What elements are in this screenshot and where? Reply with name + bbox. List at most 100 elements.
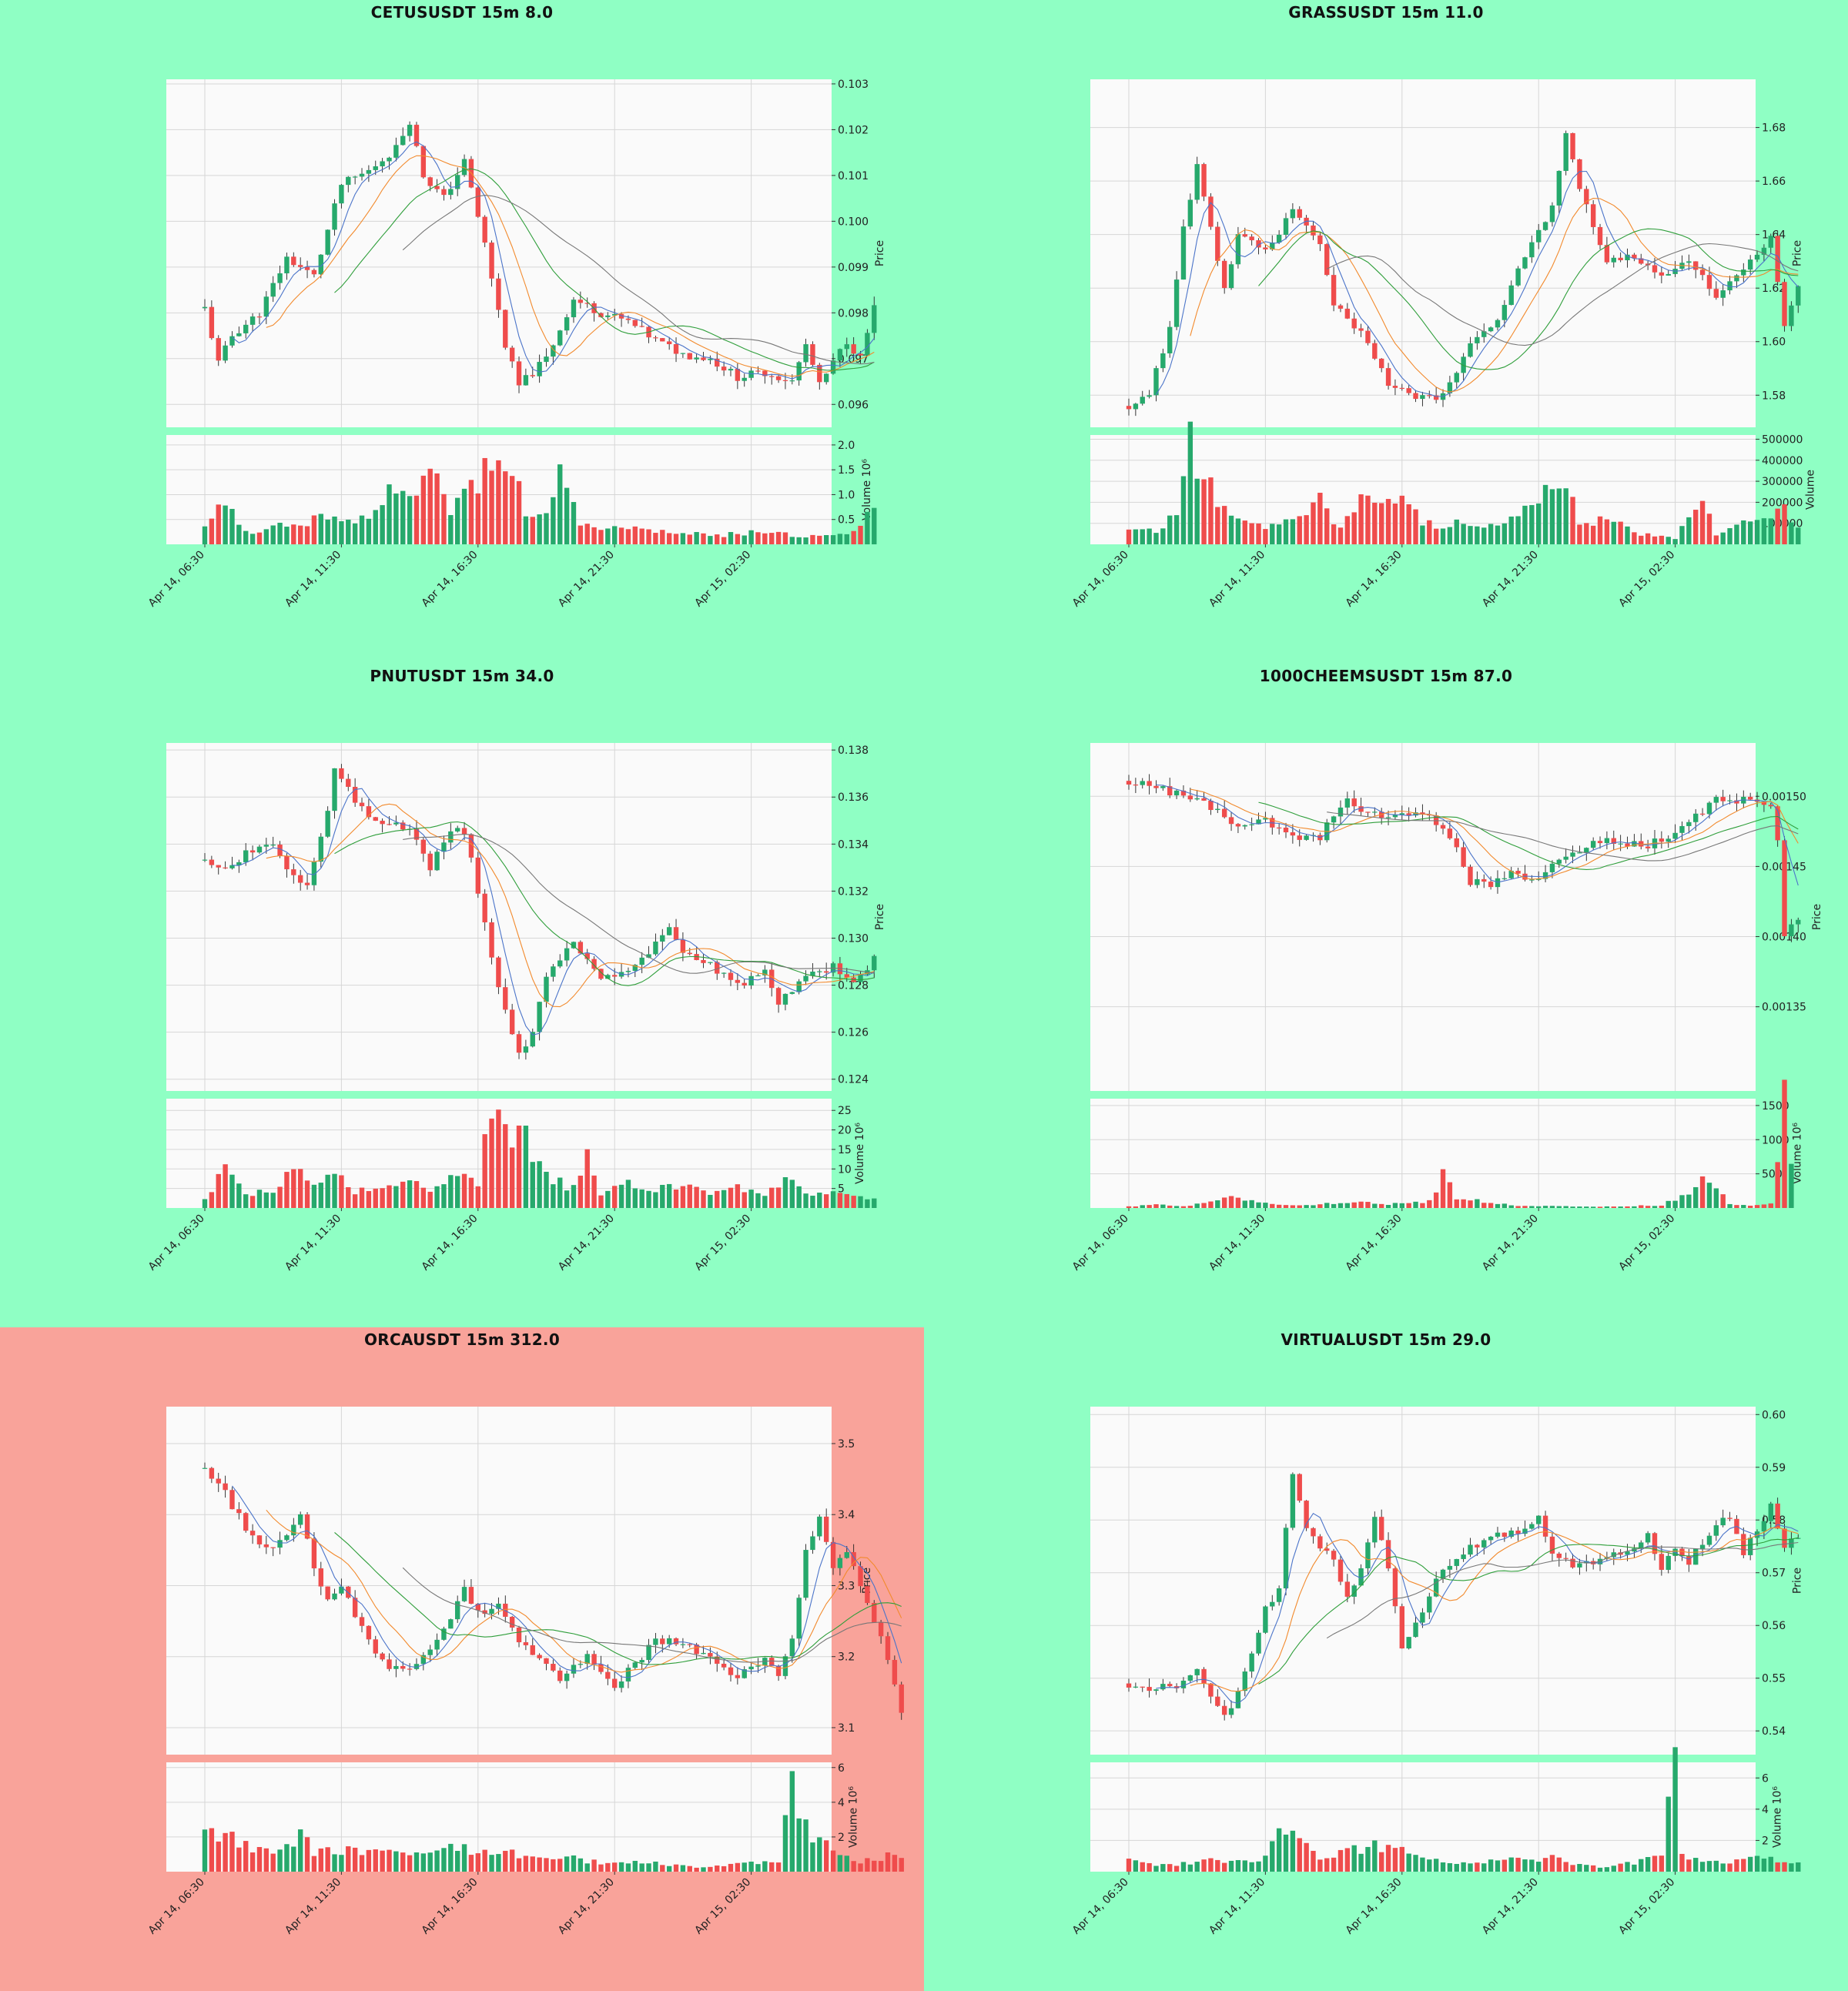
volume-bar: [872, 1198, 877, 1208]
candle-body: [605, 315, 611, 317]
volume-bar: [496, 1854, 501, 1872]
volume-bar: [380, 1850, 385, 1872]
y-tick-label: 3.2: [838, 1651, 855, 1664]
candle-body: [1782, 840, 1787, 937]
candle-body: [448, 1619, 454, 1629]
candle-body: [1761, 1521, 1767, 1532]
candle-body: [256, 846, 263, 853]
x-tick-label: Apr 14, 06:30: [146, 1876, 207, 1937]
candle-body: [1618, 843, 1623, 845]
candle-body: [1727, 800, 1732, 801]
y-tick-label: 0.59: [1762, 1462, 1786, 1474]
volume-bar: [1147, 1205, 1152, 1208]
volume-bar: [1639, 535, 1644, 544]
candle-body: [872, 305, 877, 333]
candle-body: [708, 962, 713, 963]
candle-body: [1304, 217, 1309, 226]
volume-bar: [1679, 1195, 1685, 1208]
y-tick-label: 0.102: [838, 124, 869, 136]
volume-bar: [1686, 517, 1692, 544]
volume-bar: [1276, 524, 1282, 544]
volume-bar: [1747, 1856, 1753, 1872]
volume-bar: [1522, 1859, 1528, 1872]
volume-bar: [1385, 1845, 1391, 1872]
candle-body: [1331, 275, 1337, 306]
x-tick-label: Apr 14, 11:30: [1207, 549, 1267, 610]
candle-body: [1699, 813, 1706, 815]
volume-bar: [817, 535, 822, 544]
candle-body: [249, 316, 256, 325]
x-tick-label: Apr 14, 06:30: [146, 549, 207, 610]
ma-long-line: [402, 1567, 902, 1663]
volume-bar: [1632, 1864, 1637, 1872]
candle-body: [810, 971, 815, 976]
candle-body: [413, 1664, 420, 1669]
volume-bar: [1187, 1864, 1194, 1872]
price-plot-area: [1090, 1407, 1756, 1755]
volume-bar: [537, 1857, 542, 1872]
volume-bar: [1693, 1858, 1699, 1872]
candle-body: [1686, 261, 1692, 263]
volume-bar: [223, 505, 228, 544]
candle-body: [639, 957, 644, 965]
volume-bar: [1276, 1828, 1282, 1872]
volume-bar: [1577, 1206, 1582, 1208]
volume-bar: [1782, 1862, 1787, 1872]
volume-bar: [625, 1180, 631, 1208]
candle-body: [571, 942, 577, 949]
ma-slow-line: [334, 1531, 902, 1665]
candle-body: [325, 1586, 330, 1600]
candle-body: [544, 356, 549, 363]
volume-tick-label: 20: [838, 1125, 852, 1137]
ma-slow-line: [334, 168, 875, 371]
volume-bar: [1256, 523, 1261, 544]
candle-body: [1160, 786, 1166, 788]
volume-tick-label: 200000: [1762, 497, 1803, 509]
volume-bar: [1249, 1200, 1254, 1208]
volume-bar: [1290, 519, 1296, 544]
volume-bar: [1556, 1206, 1562, 1208]
candle-body: [653, 941, 658, 955]
volume-bar: [1618, 521, 1623, 544]
candle-body: [1420, 812, 1425, 815]
volume-tick-label: 400000: [1762, 455, 1803, 467]
volume-bar: [748, 1861, 754, 1872]
candle-body: [216, 1478, 221, 1484]
candle-body: [1420, 1612, 1425, 1623]
volume-bar: [1713, 1188, 1719, 1208]
candle-body: [1618, 257, 1623, 260]
x-tick-label: Apr 14, 11:30: [283, 549, 343, 610]
volume-bar: [687, 1184, 692, 1208]
volume-bar: [297, 1829, 303, 1872]
y-tick-label: 0.100: [838, 216, 869, 228]
volume-bar: [373, 1188, 378, 1208]
volume-bar: [291, 1846, 296, 1872]
volume-bar: [844, 534, 849, 544]
volume-bar: [782, 1177, 788, 1208]
candle-body: [373, 166, 378, 170]
candle-body: [1775, 806, 1780, 841]
volume-bar: [1447, 1182, 1453, 1208]
volume-bar: [742, 535, 747, 544]
volume-bar: [858, 525, 863, 544]
candle-body: [202, 306, 208, 309]
volume-bar: [202, 526, 208, 544]
volume-bar: [782, 1815, 788, 1872]
volume-bar: [1399, 495, 1404, 544]
volume-bar: [270, 1853, 276, 1872]
volume-bar: [708, 1194, 713, 1208]
volume-bar: [1153, 1866, 1159, 1872]
candle-body: [708, 1652, 713, 1657]
volume-bar: [1228, 1196, 1234, 1208]
volume-bar: [366, 518, 372, 544]
volume-bar: [332, 1173, 337, 1208]
volume-bar: [673, 1189, 679, 1208]
y-tick-label: 0.126: [838, 1027, 869, 1039]
volume-bar: [899, 1858, 904, 1872]
candle-body: [1297, 1474, 1302, 1501]
volume-bar: [1502, 1203, 1508, 1208]
volume-bar: [660, 1865, 665, 1872]
volume-bar: [687, 1866, 692, 1872]
volume-bar: [571, 502, 577, 544]
candles: [202, 121, 877, 393]
